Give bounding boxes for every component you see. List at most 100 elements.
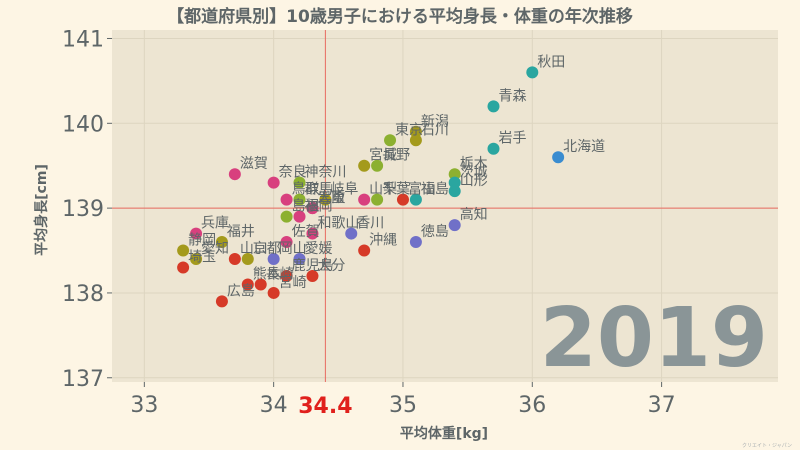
- point-label-愛知: 愛知: [201, 240, 229, 257]
- y-tick-label: 137: [62, 367, 104, 392]
- point-福島: [409, 193, 422, 206]
- point-愛知: [190, 253, 203, 266]
- y-axis-label: 平均身長[cm]: [33, 164, 50, 256]
- point-群馬: [293, 193, 306, 206]
- point-label-千葉: 千葉: [382, 182, 410, 198]
- point-label-静岡: 静岡: [188, 233, 216, 249]
- x-tick-label: 35: [389, 393, 417, 418]
- x-tick-label: 33: [130, 393, 158, 418]
- point-島根: [280, 210, 293, 223]
- point-label-島根: 島根: [292, 199, 320, 215]
- x-tick-label: 34: [260, 393, 288, 418]
- point-京都: [241, 253, 254, 266]
- point-秋田: [526, 66, 539, 79]
- point-宮城: [358, 159, 371, 172]
- data-points: [177, 66, 565, 308]
- point-奈良: [267, 176, 280, 189]
- point-大分: [306, 269, 319, 282]
- point-label-鳥取: 鳥取: [292, 182, 320, 198]
- point-label-高知: 高知: [460, 206, 488, 223]
- point-鳥取: [280, 193, 293, 206]
- point-徳島: [409, 236, 422, 249]
- point-滋賀: [228, 168, 241, 181]
- credit-text: クリエイト・ジャパン: [742, 443, 792, 449]
- x-tick-label: 36: [518, 393, 546, 418]
- point-label-埼玉: 埼玉: [188, 249, 216, 265]
- point-label-兵庫: 兵庫: [201, 215, 229, 232]
- point-兵庫: [190, 227, 203, 240]
- point-静岡: [177, 244, 190, 257]
- point-label-沖縄: 沖縄: [369, 233, 397, 249]
- point-佐賀: [280, 236, 293, 249]
- point-愛媛: [293, 253, 306, 266]
- point-富山: [396, 193, 409, 206]
- point-label-広島: 広島: [227, 283, 255, 299]
- point-label-福岡: 福岡: [305, 199, 333, 215]
- point-label-徳島: 徳島: [421, 224, 449, 240]
- point-label-栃木: 栃木: [460, 156, 488, 172]
- point-青森: [487, 100, 500, 113]
- point-label-青森: 青森: [498, 88, 526, 104]
- point-熊本: [241, 278, 254, 291]
- point-label-愛媛: 愛媛: [305, 241, 333, 257]
- mean-reference-lines: [112, 30, 778, 382]
- point-茨城: [448, 176, 461, 189]
- chart-title: 【都道府県別】10歳男子における平均身長・体重の年次推移: [167, 6, 633, 27]
- point-label-群馬: 群馬: [305, 182, 333, 198]
- point-label-新潟: 新潟: [421, 114, 449, 130]
- point-広島: [215, 295, 228, 308]
- point-label-長崎: 長崎: [266, 266, 294, 282]
- x-tick-label: 37: [648, 393, 676, 418]
- point-label-大阪: 大阪: [317, 190, 345, 206]
- point-栃木: [448, 168, 461, 181]
- point-label-神奈川: 神奈川: [305, 165, 347, 181]
- y-tick-label: 138: [62, 282, 104, 307]
- point-北海道: [552, 151, 565, 164]
- point-label-長野: 長野: [382, 148, 410, 164]
- mean-weight-label: 34.4: [298, 394, 352, 419]
- point-福岡: [293, 210, 306, 223]
- point-神奈川: [293, 176, 306, 189]
- point-label-京都: 京都: [253, 241, 281, 257]
- point-鹿児島: [280, 269, 293, 282]
- y-tick-label: 140: [62, 112, 104, 137]
- point-label-山形: 山形: [460, 173, 488, 189]
- point-label-滋賀: 滋賀: [240, 156, 268, 172]
- point-山形: [448, 185, 461, 198]
- point-山口: [228, 253, 241, 266]
- point-label-秋田: 秋田: [537, 54, 565, 70]
- plot-background: [112, 30, 778, 382]
- point-沖縄: [358, 244, 371, 257]
- point-label-福島: 福島: [421, 182, 449, 198]
- point-label-茨城: 茨城: [460, 165, 488, 181]
- point-新潟: [409, 125, 422, 138]
- point-埼玉: [177, 261, 190, 274]
- point-label-奈良: 奈良: [279, 165, 307, 181]
- point-label-岐阜: 岐阜: [330, 181, 358, 198]
- point-宮崎: [267, 286, 280, 299]
- point-長崎: [254, 278, 267, 291]
- point-岐阜: [319, 193, 332, 206]
- point-石川: [409, 134, 422, 147]
- point-label-岩手: 岩手: [498, 131, 526, 147]
- point-label-福井: 福井: [227, 224, 255, 240]
- point-label-三重: 三重: [317, 190, 345, 206]
- point-東京: [384, 134, 397, 147]
- point-香川: [345, 227, 358, 240]
- x-axis-label: 平均体重[kg]: [400, 425, 488, 442]
- point-label-東京: 東京: [395, 122, 423, 138]
- point-label-富山: 富山: [408, 181, 436, 198]
- point-label-岡山: 岡山: [279, 241, 307, 257]
- point-label-鹿児島: 鹿児島: [292, 257, 334, 274]
- point-高知: [448, 219, 461, 232]
- point-label-山梨: 山梨: [369, 182, 397, 198]
- point-和歌山: [306, 227, 319, 240]
- point-label-石川: 石川: [421, 122, 449, 138]
- point-岩手: [487, 142, 500, 155]
- point-長野: [371, 159, 384, 172]
- point-label-宮崎: 宮崎: [279, 275, 307, 291]
- point-label-和歌山: 和歌山: [317, 216, 359, 232]
